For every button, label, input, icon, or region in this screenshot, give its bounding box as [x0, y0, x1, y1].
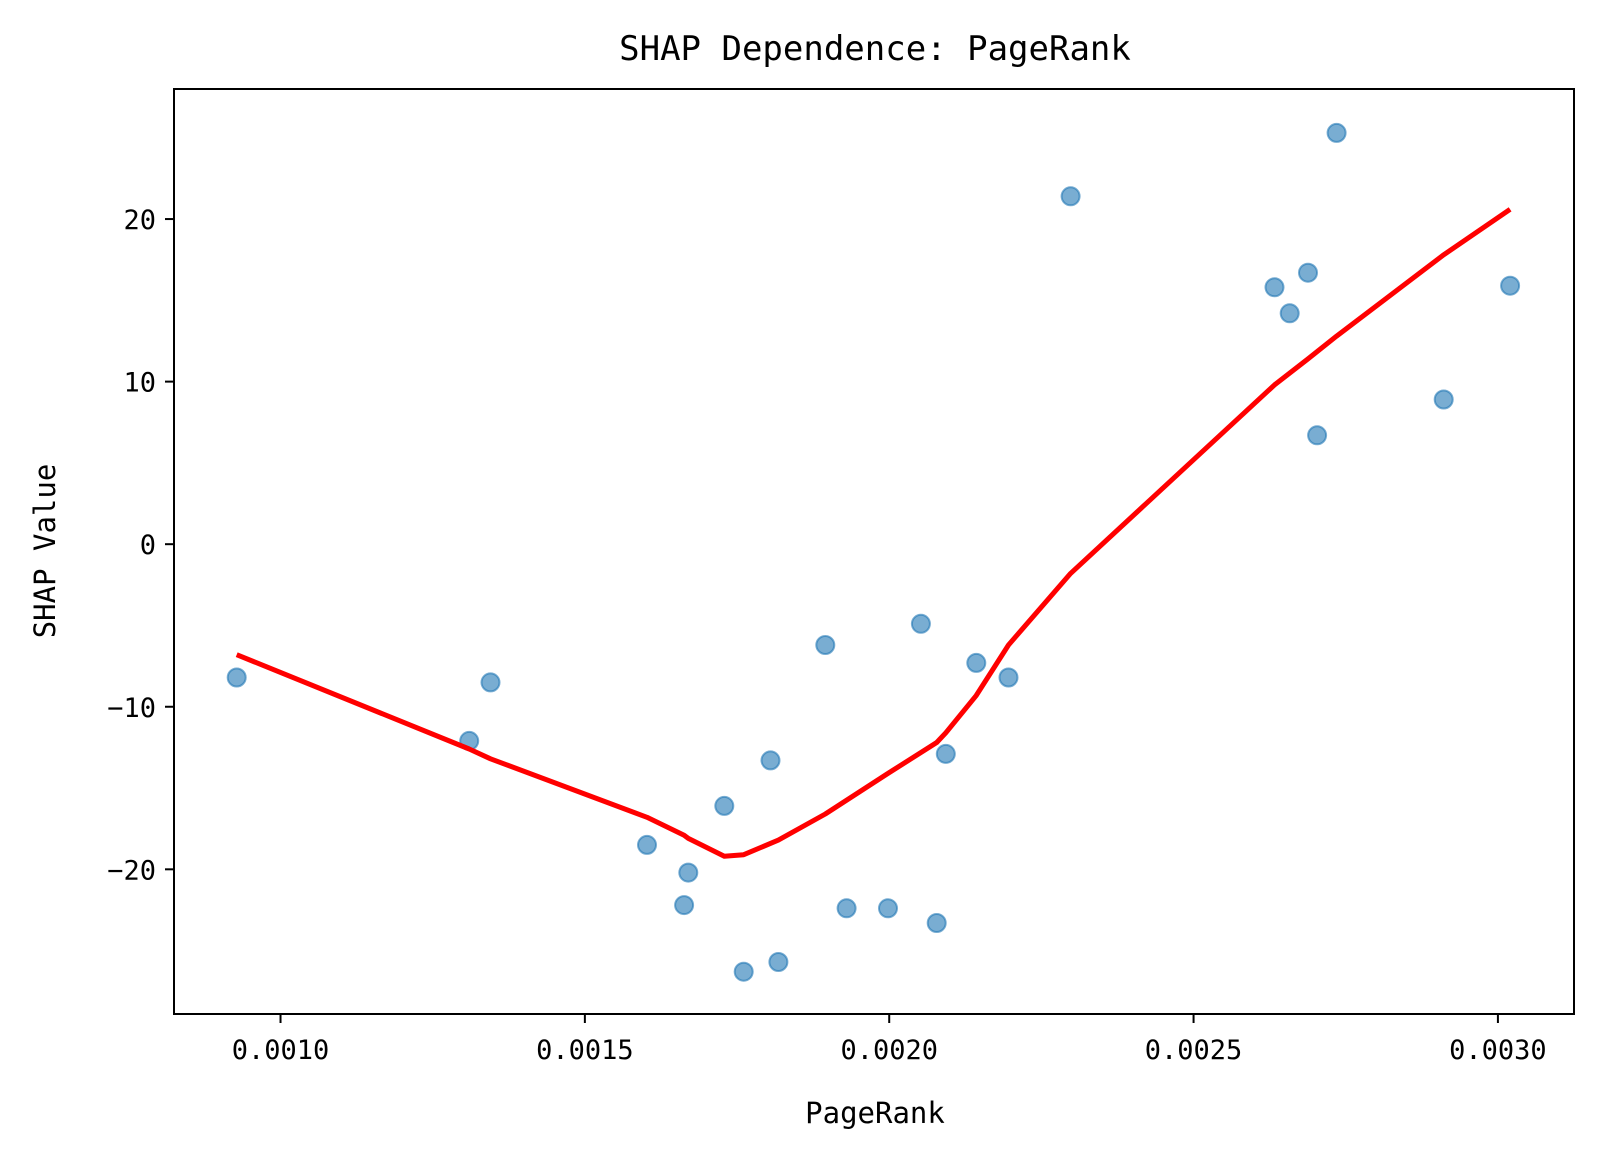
x-tick-label: 0.0015 — [536, 1035, 634, 1066]
y-tick-label: 0 — [140, 530, 156, 561]
y-tick-label: −10 — [107, 693, 156, 724]
scatter-point — [760, 750, 781, 771]
scatter-point — [733, 961, 754, 982]
scatter-point — [935, 743, 956, 764]
scatter-point — [998, 667, 1019, 688]
scatter-point — [768, 952, 789, 972]
scatter-point — [1279, 303, 1300, 324]
scatter-point — [1264, 277, 1285, 298]
scatter-point — [836, 898, 857, 919]
x-tick-label: 0.0030 — [1449, 1035, 1547, 1066]
scatter-point — [1433, 389, 1454, 410]
plot-frame — [173, 88, 1575, 1015]
scatter-point — [878, 898, 898, 919]
x-tick-label: 0.0025 — [1145, 1035, 1243, 1066]
scatter-point — [1307, 425, 1328, 446]
scatter-point — [1060, 186, 1081, 207]
chart-title: SHAP Dependence: PageRank — [619, 29, 1131, 69]
scatter-point — [1500, 275, 1521, 296]
scatter-point — [480, 672, 501, 693]
plot-area — [226, 122, 1521, 982]
scatter-point — [815, 635, 836, 655]
x-tick-label: 0.0020 — [840, 1035, 938, 1066]
scatter-point — [910, 613, 931, 634]
x-tick-label: 0.0010 — [232, 1035, 330, 1066]
scatter-point — [966, 652, 987, 673]
y-tick-label: 20 — [123, 205, 156, 236]
y-axis: 20 10 0 −10 −20 — [107, 205, 174, 886]
scatter-point — [226, 667, 247, 688]
scatter-point — [1298, 262, 1318, 283]
scatter-point — [678, 862, 699, 883]
scatter-point — [674, 895, 695, 916]
y-tick-label: −20 — [107, 855, 156, 886]
scatter-point — [637, 834, 657, 855]
scatter-point — [714, 795, 735, 816]
scatter-point — [1326, 122, 1347, 143]
y-axis-label: SHAP Value — [28, 464, 62, 639]
y-tick-label: 10 — [123, 368, 156, 399]
trend-line — [235, 207, 1512, 859]
x-axis: 0.0010 0.0015 0.0020 0.0025 0.0030 — [232, 1014, 1547, 1066]
x-axis-label: PageRank — [805, 1096, 945, 1130]
scatter-point — [926, 913, 947, 933]
